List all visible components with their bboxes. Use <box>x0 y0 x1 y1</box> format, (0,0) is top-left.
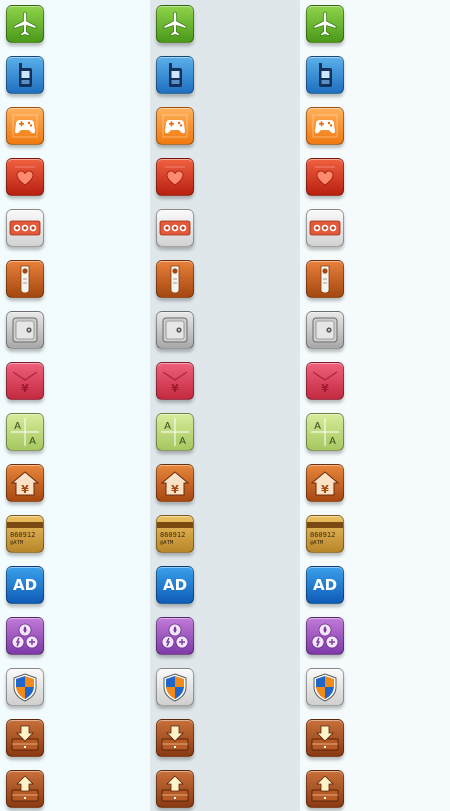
download-drawer-icon <box>6 719 44 757</box>
atm-card-icon: 860912 @ATM <box>306 515 344 553</box>
mobile-phone-icon <box>6 56 44 94</box>
upload-drawer-icon <box>306 770 344 808</box>
icon-column-1: ¥ A A ¥860912 @ATM AD <box>0 0 150 811</box>
door-hanger-icon <box>156 260 194 298</box>
svg-text:¥: ¥ <box>171 382 179 395</box>
svg-text:A: A <box>314 421 321 432</box>
svg-text:¥: ¥ <box>321 382 329 395</box>
ad-icon: AD <box>6 566 44 604</box>
dots-panel-icon <box>306 209 344 247</box>
yuan-envelope-icon: ¥ <box>6 362 44 400</box>
svg-text:A: A <box>14 421 21 432</box>
heart-box-icon <box>6 158 44 196</box>
dots-panel-icon <box>6 209 44 247</box>
heart-box-icon <box>156 158 194 196</box>
card-number: 860912 <box>160 531 186 539</box>
door-hanger-icon <box>6 260 44 298</box>
svg-text:A: A <box>329 436 336 447</box>
house-icon: ¥ <box>156 464 194 502</box>
svg-text:A: A <box>179 436 186 447</box>
svg-text:¥: ¥ <box>171 483 179 496</box>
mobile-phone-icon <box>156 56 194 94</box>
shield-icon <box>6 668 44 706</box>
card-number: 860912 <box>310 531 336 539</box>
gamepad-icon <box>306 107 344 145</box>
card-atm-label: @ATM <box>310 540 324 546</box>
download-drawer-icon <box>306 719 344 757</box>
house-icon: ¥ <box>6 464 44 502</box>
airplane-icon <box>6 5 44 43</box>
svg-text:¥: ¥ <box>21 483 29 496</box>
yuan-envelope-icon: ¥ <box>306 362 344 400</box>
upload-drawer-icon <box>6 770 44 808</box>
atm-card-icon: 860912 @ATM <box>156 515 194 553</box>
icon-column-2: ¥ A A ¥860912 @ATM AD <box>150 0 300 811</box>
shield-icon <box>156 668 194 706</box>
download-drawer-icon <box>156 719 194 757</box>
gamepad-icon <box>156 107 194 145</box>
card-atm-label: @ATM <box>10 540 24 546</box>
purple-symbols-icon <box>6 617 44 655</box>
safe-icon <box>306 311 344 349</box>
airplane-icon <box>306 5 344 43</box>
heart-box-icon <box>306 158 344 196</box>
house-icon: ¥ <box>306 464 344 502</box>
gamepad-icon <box>6 107 44 145</box>
svg-text:A: A <box>164 421 171 432</box>
svg-text:¥: ¥ <box>21 382 29 395</box>
ad-icon: AD <box>156 566 194 604</box>
ad-icon: AD <box>306 566 344 604</box>
ad-label: AD <box>162 576 188 594</box>
atm-card-icon: 860912 @ATM <box>6 515 44 553</box>
ad-label: AD <box>12 576 38 594</box>
shield-icon <box>306 668 344 706</box>
ad-label: AD <box>312 576 338 594</box>
purple-symbols-icon <box>156 617 194 655</box>
door-hanger-icon <box>306 260 344 298</box>
dots-panel-icon <box>156 209 194 247</box>
mobile-phone-icon <box>306 56 344 94</box>
svg-text:¥: ¥ <box>321 483 329 496</box>
upload-drawer-icon <box>156 770 194 808</box>
svg-text:A: A <box>29 436 36 447</box>
card-number: 860912 <box>10 531 36 539</box>
card-atm-label: @ATM <box>160 540 174 546</box>
purple-symbols-icon <box>306 617 344 655</box>
airplane-icon <box>156 5 194 43</box>
icon-column-3: ¥ A A ¥860912 @ATM AD <box>300 0 450 811</box>
safe-icon <box>6 311 44 349</box>
safe-icon <box>156 311 194 349</box>
yuan-envelope-icon: ¥ <box>156 362 194 400</box>
